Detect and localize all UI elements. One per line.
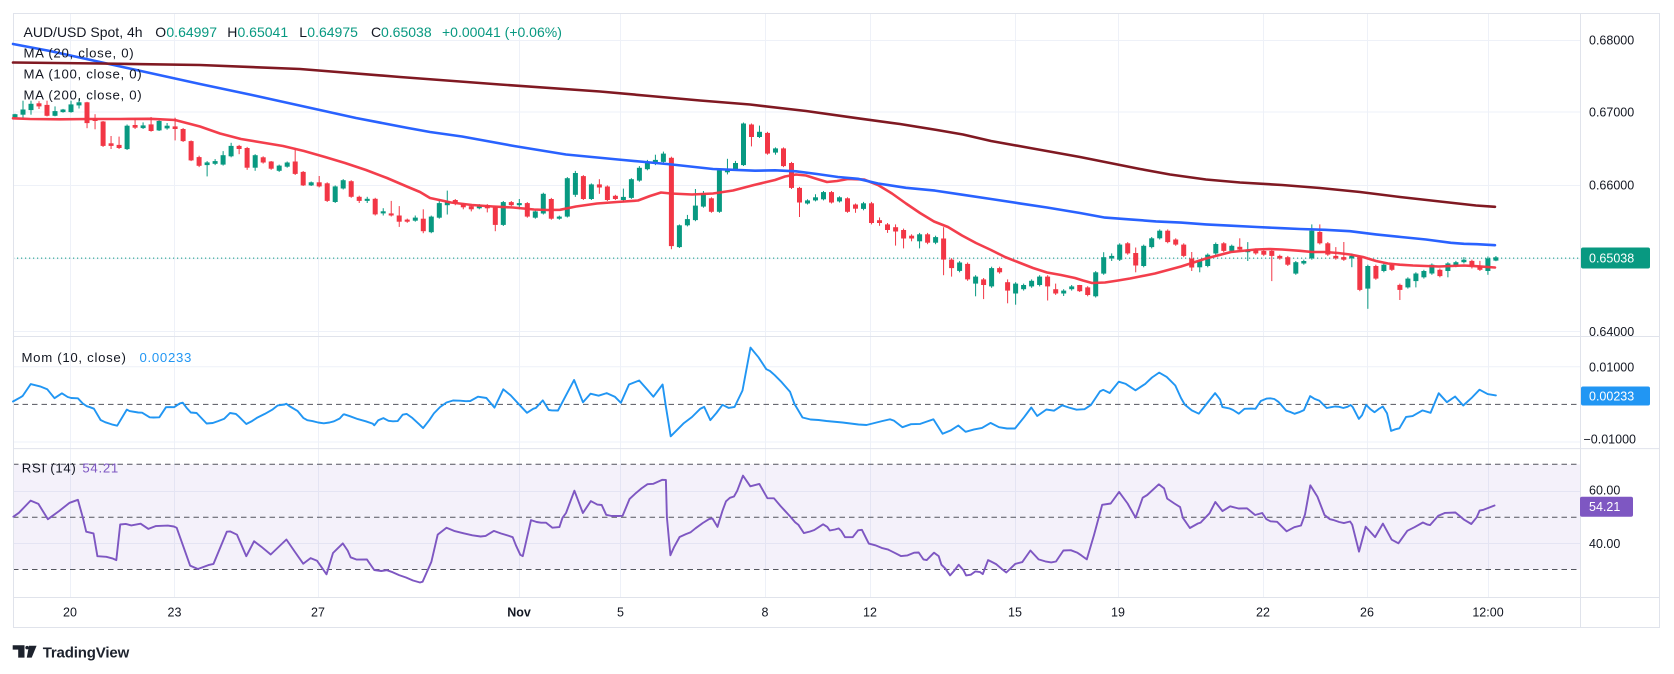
svg-text:−0.01000: −0.01000 bbox=[1584, 432, 1637, 446]
svg-text:L: L bbox=[299, 24, 307, 40]
svg-text:0.64997: 0.64997 bbox=[166, 24, 217, 40]
svg-text:8: 8 bbox=[762, 606, 769, 620]
svg-text:54.21: 54.21 bbox=[1589, 500, 1620, 514]
svg-text:0.64000: 0.64000 bbox=[1589, 325, 1634, 339]
svg-text:H: H bbox=[227, 24, 237, 40]
svg-text:26: 26 bbox=[1360, 606, 1374, 620]
svg-text:0.65038: 0.65038 bbox=[381, 24, 432, 40]
svg-text:54.21: 54.21 bbox=[82, 461, 119, 476]
svg-text:0.00233: 0.00233 bbox=[1589, 389, 1634, 403]
svg-text:15: 15 bbox=[1008, 606, 1022, 620]
svg-text:0.67000: 0.67000 bbox=[1589, 105, 1634, 119]
svg-text:12:00: 12:00 bbox=[1472, 606, 1503, 620]
svg-text:23: 23 bbox=[168, 606, 182, 620]
svg-text:Mom (10, close): Mom (10, close) bbox=[22, 350, 127, 365]
svg-text:0.00233: 0.00233 bbox=[140, 350, 193, 365]
svg-text:0.64975: 0.64975 bbox=[307, 24, 358, 40]
svg-text:0.01000: 0.01000 bbox=[1589, 361, 1634, 375]
svg-text:19: 19 bbox=[1111, 606, 1125, 620]
svg-text:22: 22 bbox=[1256, 606, 1270, 620]
svg-text:MA (200, close, 0): MA (200, close, 0) bbox=[24, 88, 143, 103]
svg-text:0.65041: 0.65041 bbox=[238, 24, 289, 40]
svg-text:MA (100, close, 0): MA (100, close, 0) bbox=[24, 67, 143, 82]
svg-text:MA (20, close, 0): MA (20, close, 0) bbox=[24, 46, 135, 61]
svg-text:O: O bbox=[155, 24, 166, 40]
svg-text:TradingView: TradingView bbox=[43, 645, 130, 662]
svg-text:60.00: 60.00 bbox=[1589, 483, 1620, 497]
svg-text:AUD/USD Spot, 4h: AUD/USD Spot, 4h bbox=[24, 24, 143, 40]
svg-text:RSI (14): RSI (14) bbox=[22, 461, 77, 476]
svg-text:C: C bbox=[371, 24, 381, 40]
svg-text:12: 12 bbox=[863, 606, 877, 620]
svg-text:27: 27 bbox=[311, 606, 325, 620]
svg-text:Nov: Nov bbox=[507, 606, 531, 620]
svg-text:40.00: 40.00 bbox=[1589, 537, 1620, 551]
svg-text:0.65038: 0.65038 bbox=[1589, 251, 1634, 265]
svg-text:+0.00041 (+0.06%): +0.00041 (+0.06%) bbox=[442, 24, 562, 40]
svg-text:20: 20 bbox=[63, 606, 77, 620]
svg-text:0.66000: 0.66000 bbox=[1589, 179, 1634, 193]
svg-text:0.68000: 0.68000 bbox=[1589, 34, 1634, 48]
svg-text:5: 5 bbox=[617, 606, 624, 620]
